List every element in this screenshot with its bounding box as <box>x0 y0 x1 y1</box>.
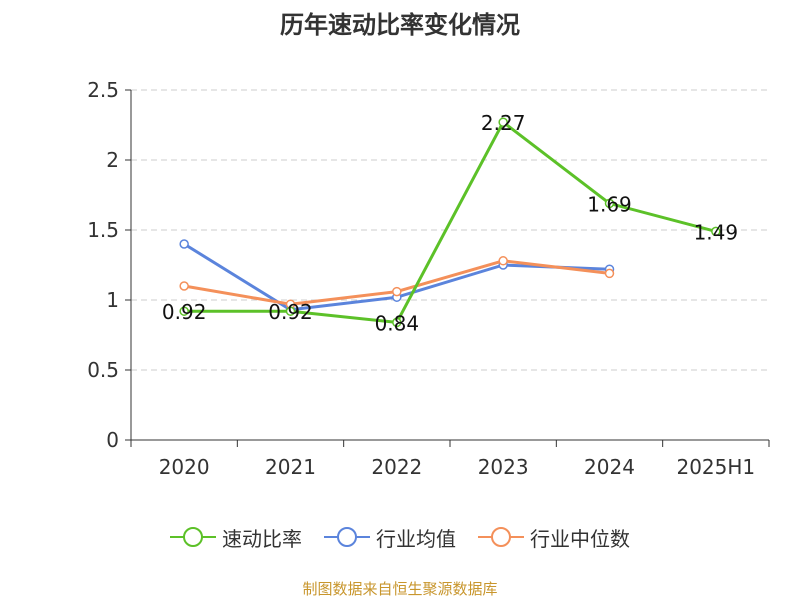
y-tick-label: 1.5 <box>87 218 119 242</box>
legend: 速动比率 行业均值 行业中位数 <box>0 522 800 552</box>
data-label: 0.92 <box>268 300 313 324</box>
data-point <box>711 226 721 237</box>
data-point <box>392 286 402 297</box>
data-point <box>285 306 296 316</box>
legend-item-industry-median[interactable]: 行业中位数 <box>478 523 630 552</box>
y-tick-label: 1 <box>106 288 119 312</box>
x-tick-label: 2020 <box>159 455 210 479</box>
legend-marker-quick-ratio <box>170 527 216 547</box>
x-tick-label: 2025H1 <box>676 455 755 479</box>
y-tick-label: 2.5 <box>87 78 119 102</box>
data-label: 0.84 <box>375 311 420 335</box>
data-point <box>179 281 189 291</box>
data-point <box>604 268 615 279</box>
legend-marker-industry-mean <box>324 527 370 547</box>
data-point <box>179 239 189 249</box>
chart-title: 历年速动比率变化情况 <box>280 11 520 39</box>
legend-label-quick-ratio: 速动比率 <box>222 526 302 551</box>
legend-label-industry-median: 行业中位数 <box>530 526 630 551</box>
data-point <box>179 306 189 316</box>
data-source-note: 制图数据来自恒生聚源数据库 <box>302 580 498 598</box>
data-label: 2.27 <box>481 111 526 135</box>
x-tick-label: 2024 <box>584 455 635 479</box>
y-tick-label: 0.5 <box>87 358 119 382</box>
data-point <box>498 117 508 127</box>
data-point <box>392 317 402 328</box>
data-point <box>604 198 615 209</box>
y-tick-label: 0 <box>106 428 119 452</box>
data-point <box>498 256 508 266</box>
data-label: 1.49 <box>694 220 739 244</box>
legend-item-quick-ratio[interactable]: 速动比率 <box>170 523 302 552</box>
x-tick-label: 2021 <box>265 455 316 479</box>
y-tick-label: 2 <box>106 148 119 172</box>
series-line <box>184 120 717 324</box>
legend-marker-industry-median <box>478 527 524 547</box>
data-label: 1.69 <box>587 192 632 216</box>
x-tick-label: 2022 <box>371 455 422 479</box>
data-label: 0.92 <box>162 300 207 324</box>
x-tick-label: 2023 <box>478 455 529 479</box>
legend-label-industry-mean: 行业均值 <box>376 526 456 551</box>
legend-item-industry-mean[interactable]: 行业均值 <box>324 523 456 552</box>
